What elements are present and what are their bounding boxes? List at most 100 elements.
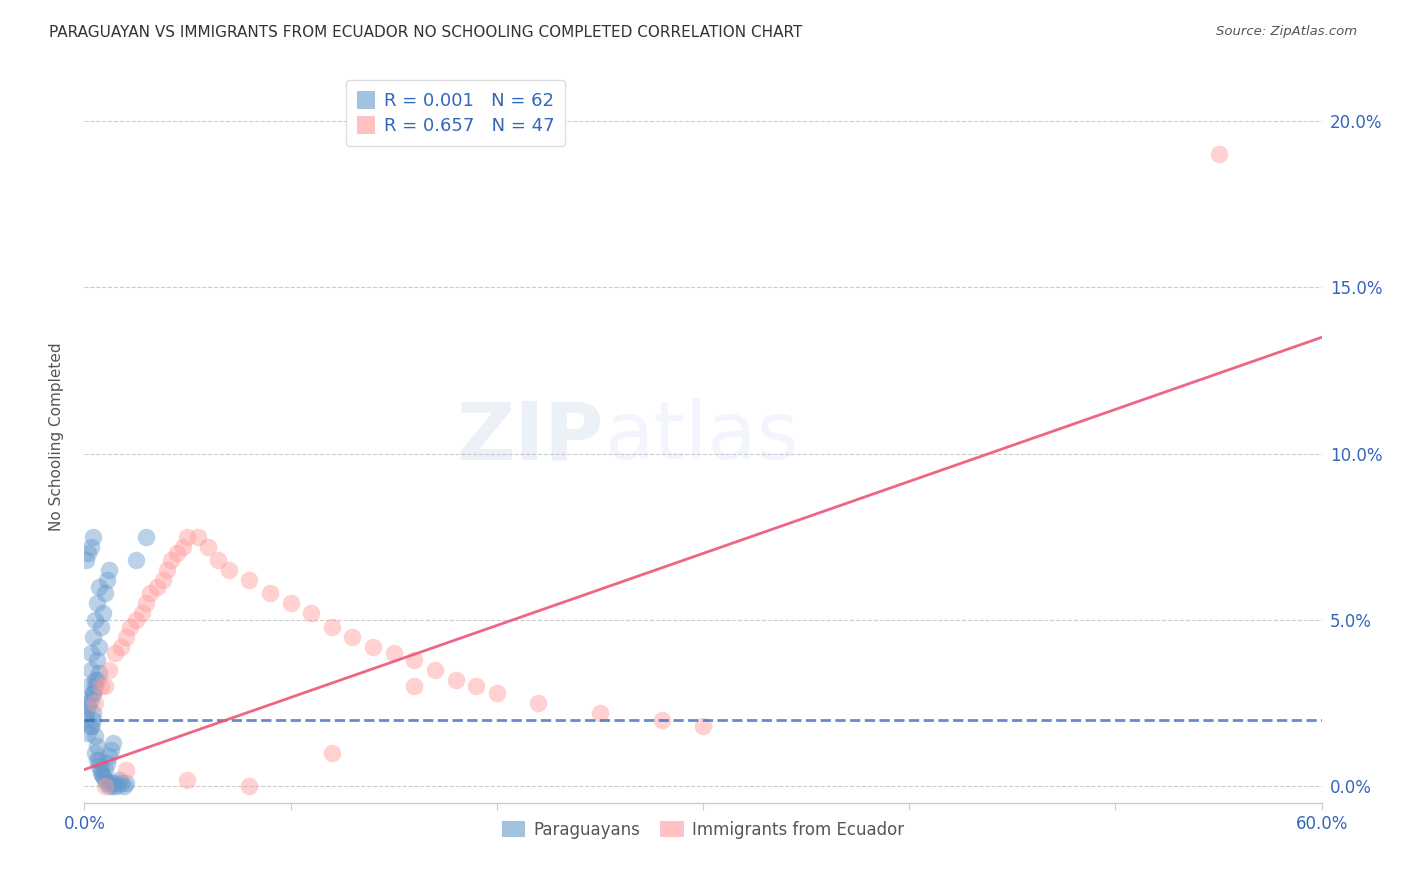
Point — [77, 680, 100, 694]
Point — [87, 580, 110, 594]
Point — [83, 746, 105, 760]
Point — [90, 763, 112, 777]
Point — [77, 696, 100, 710]
Text: PARAGUAYAN VS IMMIGRANTS FROM ECUADOR NO SCHOOLING COMPLETED CORRELATION CHART: PARAGUAYAN VS IMMIGRANTS FROM ECUADOR NO… — [49, 25, 803, 40]
Point — [485, 686, 508, 700]
Point — [83, 729, 105, 743]
Point — [125, 613, 148, 627]
Point — [94, 763, 117, 777]
Point — [238, 573, 260, 587]
Point — [110, 776, 132, 790]
Point — [79, 646, 101, 660]
Point — [83, 613, 105, 627]
Point — [444, 673, 467, 687]
Point — [218, 563, 240, 577]
Point — [238, 779, 260, 793]
Point — [82, 686, 104, 700]
Point — [114, 763, 136, 777]
Point — [82, 630, 104, 644]
Point — [86, 739, 108, 754]
Point — [1208, 147, 1230, 161]
Point — [112, 779, 135, 793]
Point — [86, 653, 108, 667]
Point — [96, 776, 118, 790]
Point — [83, 696, 105, 710]
Point — [77, 699, 100, 714]
Point — [98, 663, 121, 677]
Text: Source: ZipAtlas.com: Source: ZipAtlas.com — [1216, 25, 1357, 38]
Point — [82, 686, 104, 700]
Point — [105, 779, 128, 793]
Point — [342, 630, 364, 644]
Point — [103, 779, 125, 793]
Point — [299, 607, 322, 621]
Y-axis label: No Schooling Completed: No Schooling Completed — [49, 343, 63, 532]
Point — [100, 776, 122, 790]
Point — [82, 530, 104, 544]
Point — [75, 553, 97, 567]
Point — [79, 663, 101, 677]
Point — [91, 607, 114, 621]
Point — [103, 736, 125, 750]
Point — [527, 696, 550, 710]
Point — [83, 680, 105, 694]
Point — [280, 596, 302, 610]
Point — [104, 776, 127, 790]
Point — [86, 596, 108, 610]
Point — [94, 586, 117, 600]
Point — [145, 580, 167, 594]
Point — [108, 772, 131, 787]
Point — [82, 713, 104, 727]
Point — [465, 680, 488, 694]
Point — [91, 769, 114, 783]
Point — [94, 680, 117, 694]
Point — [83, 673, 105, 687]
Point — [692, 719, 714, 733]
Point — [79, 719, 101, 733]
Point — [139, 586, 162, 600]
Point — [100, 742, 122, 756]
Point — [156, 563, 179, 577]
Point — [104, 646, 127, 660]
Point — [77, 726, 100, 740]
Legend: Paraguayans, Immigrants from Ecuador: Paraguayans, Immigrants from Ecuador — [495, 814, 911, 846]
Point — [79, 540, 101, 554]
Point — [90, 680, 112, 694]
Point — [110, 640, 132, 654]
Text: ZIP: ZIP — [457, 398, 605, 476]
Point — [404, 653, 426, 667]
Point — [131, 607, 153, 621]
Point — [79, 719, 101, 733]
Point — [160, 553, 183, 567]
Point — [94, 772, 117, 787]
Point — [321, 619, 343, 633]
Point — [94, 779, 117, 793]
Point — [96, 573, 118, 587]
Point — [207, 553, 229, 567]
Point — [382, 646, 405, 660]
Point — [90, 765, 112, 780]
Point — [176, 530, 198, 544]
Point — [98, 749, 121, 764]
Text: atlas: atlas — [605, 398, 799, 476]
Point — [86, 753, 108, 767]
Point — [152, 573, 174, 587]
Point — [404, 680, 426, 694]
Point — [259, 586, 281, 600]
Point — [423, 663, 446, 677]
Point — [82, 706, 104, 720]
Point — [90, 619, 112, 633]
Point — [135, 530, 157, 544]
Point — [87, 753, 110, 767]
Point — [98, 779, 121, 793]
Point — [114, 776, 136, 790]
Point — [118, 619, 141, 633]
Point — [589, 706, 612, 720]
Point — [321, 746, 343, 760]
Point — [87, 640, 110, 654]
Point — [75, 706, 97, 720]
Point — [79, 692, 101, 706]
Point — [98, 563, 121, 577]
Point — [125, 553, 148, 567]
Point — [86, 673, 108, 687]
